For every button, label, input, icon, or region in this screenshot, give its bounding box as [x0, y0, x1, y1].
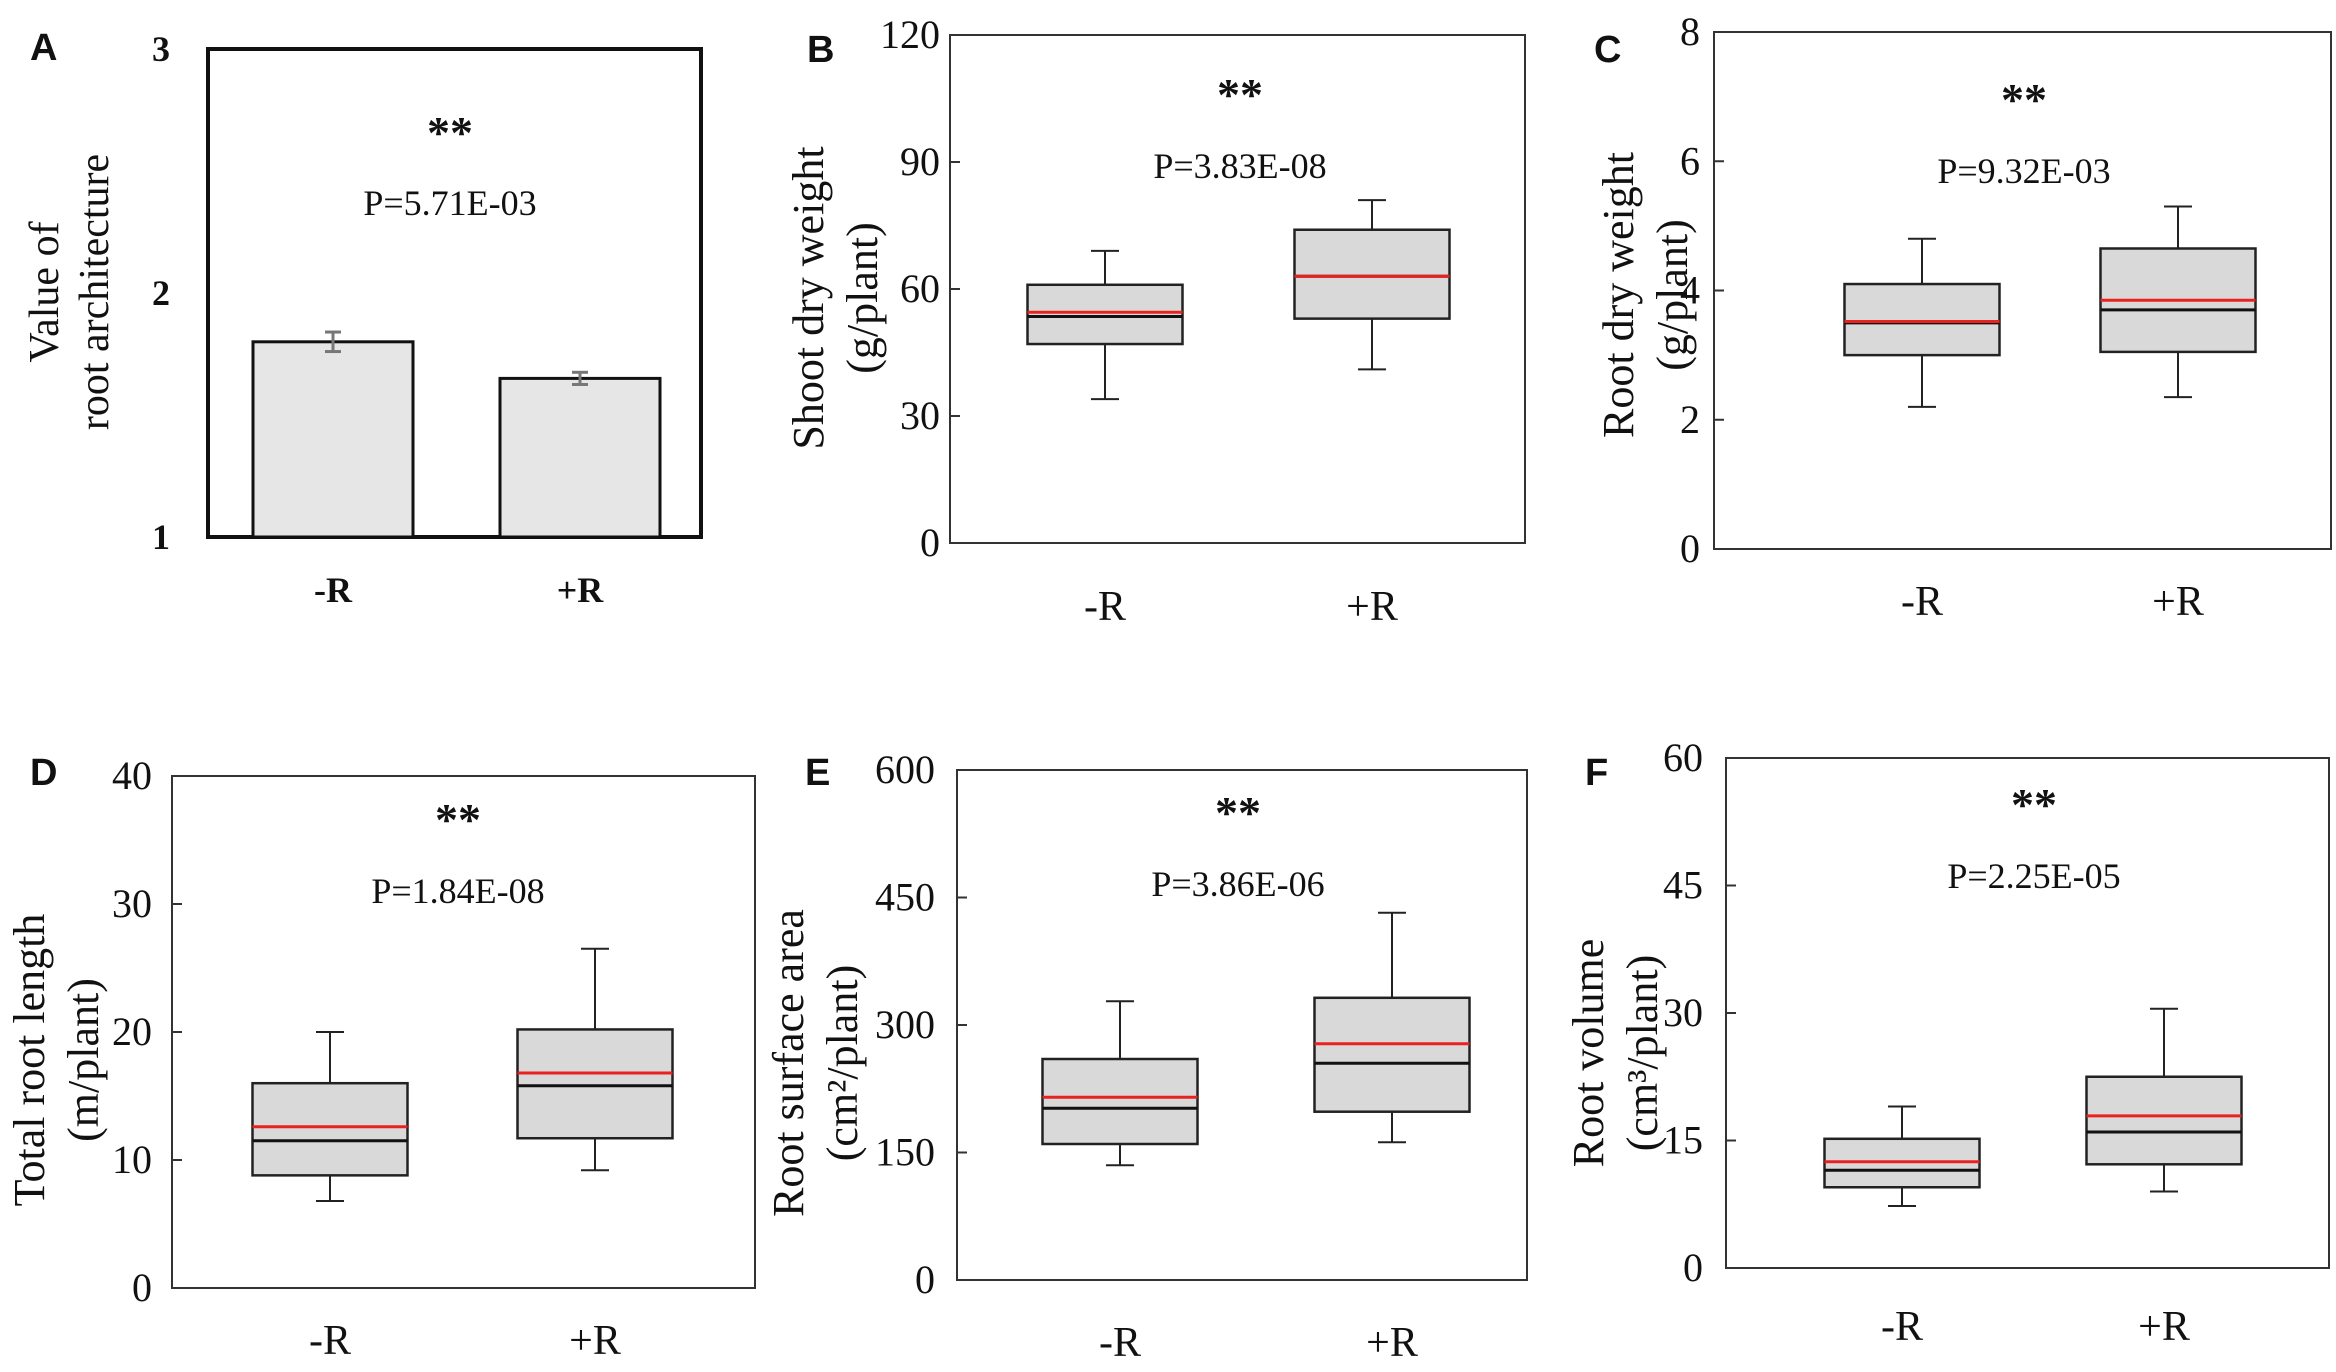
- y-axis-label: Root volume: [1564, 939, 1613, 1168]
- x-category-label: -R: [1099, 1320, 1141, 1366]
- y-tick-label: 10: [112, 1137, 152, 1182]
- panel-c: C 0 2 4 6 8 Root dry weight (g/plant) -R +R ** P=9.…: [1594, 9, 2332, 625]
- p-value-label: P=3.83E-08: [1153, 146, 1326, 186]
- y-tick-label: 6: [1680, 138, 1700, 183]
- y-axis-label: Shoot dry weight: [784, 146, 833, 449]
- y-tick-label: 90: [900, 139, 940, 184]
- panel-letter: F: [1585, 752, 1608, 794]
- panel-letter: E: [805, 752, 830, 794]
- x-category-label: +R: [2152, 579, 2204, 625]
- significance-marker: **: [1215, 787, 1261, 838]
- box: [1293, 228, 1451, 320]
- box: [1041, 1057, 1199, 1146]
- x-category-label: +R: [2138, 1304, 2190, 1350]
- panel-f: F 0 15 30 45 60 Root volume (cm³/plant) -R +R ** P=…: [1564, 735, 2330, 1350]
- x-category-label: -R: [314, 570, 353, 610]
- y-axis-label: (g/plant): [838, 222, 887, 374]
- y-tick-label: 15: [1663, 1118, 1703, 1163]
- plot-frame: [206, 47, 703, 539]
- y-tick-label: 0: [132, 1265, 152, 1310]
- box: [251, 1081, 409, 1177]
- y-tick-label: 3: [152, 29, 170, 69]
- significance-marker: **: [1217, 69, 1263, 120]
- x-category-label: -R: [1084, 584, 1126, 630]
- y-tick-label: 0: [915, 1257, 935, 1302]
- y-tick-label: 8: [1680, 9, 1700, 54]
- x-category-label: +R: [569, 1318, 621, 1364]
- p-value-label: P=9.32E-03: [1937, 151, 2110, 191]
- panel-letter: A: [30, 27, 57, 69]
- y-axis-label: Root surface area: [764, 909, 813, 1217]
- y-tick-label: 2: [1680, 397, 1700, 442]
- y-axis-label: (cm³/plant): [1618, 955, 1667, 1151]
- p-value-label: P=1.84E-08: [371, 871, 544, 911]
- y-axis-label: (cm²/plant): [818, 965, 867, 1161]
- panel-a: A 1 2 3 Value of root architecture -R +R ** P=5.7…: [22, 27, 703, 610]
- x-category-label: +R: [557, 570, 605, 610]
- p-value-label: P=5.71E-03: [363, 183, 536, 223]
- y-tick-label: 60: [900, 266, 940, 311]
- box: [1026, 283, 1184, 346]
- y-tick-label: 120: [880, 12, 940, 57]
- y-tick-label: 30: [112, 881, 152, 926]
- box: [1843, 282, 2001, 357]
- panel-b: B 0 30 60 90 120 Shoot dry weight (g/plant) -R +R…: [784, 12, 1526, 630]
- y-tick-label: 1: [152, 517, 170, 557]
- box: [1313, 996, 1471, 1113]
- significance-marker: **: [427, 107, 473, 158]
- x-category-label: +R: [1346, 584, 1398, 630]
- y-tick-label: 2: [152, 273, 170, 313]
- box: [2085, 1075, 2243, 1166]
- significance-marker: **: [2001, 74, 2047, 125]
- y-axis-label: Root dry weight: [1594, 152, 1643, 438]
- y-tick-label: 150: [875, 1130, 935, 1175]
- bar: [251, 340, 415, 539]
- y-tick-label: 450: [875, 875, 935, 920]
- p-value-label: P=2.25E-05: [1947, 856, 2120, 896]
- y-tick-label: 600: [875, 747, 935, 792]
- panel-letter: D: [30, 752, 57, 794]
- significance-marker: **: [435, 794, 481, 845]
- significance-marker: **: [2011, 779, 2057, 830]
- y-tick-label: 0: [920, 520, 940, 565]
- x-category-label: -R: [309, 1318, 351, 1364]
- y-tick-label: 20: [112, 1009, 152, 1054]
- y-axis-label: (m/plant): [59, 978, 108, 1142]
- panel-d: D 0 10 20 30 40 Total root length (m/plant) -R +R…: [5, 752, 756, 1364]
- y-tick-label: 0: [1683, 1245, 1703, 1290]
- y-tick-label: 40: [112, 753, 152, 798]
- panel-e: E 0 150 300 450 600 Root surface area (cm²/plan…: [764, 747, 1528, 1366]
- y-axis-label: root architecture: [72, 154, 118, 430]
- p-value-label: P=3.86E-06: [1151, 864, 1324, 904]
- y-tick-label: 30: [1663, 990, 1703, 1035]
- x-category-label: +R: [1366, 1320, 1418, 1366]
- panel-letter: C: [1594, 29, 1621, 71]
- y-axis-label: (g/plant): [1648, 219, 1697, 371]
- panel-letter: B: [807, 29, 834, 71]
- x-category-label: -R: [1881, 1304, 1923, 1350]
- y-tick-label: 300: [875, 1002, 935, 1047]
- y-tick-label: 45: [1663, 863, 1703, 908]
- plot-frame: [1725, 757, 2330, 1269]
- y-tick-label: 0: [1680, 526, 1700, 571]
- y-axis-label: Total root length: [5, 914, 54, 1207]
- y-tick-label: 4: [1680, 268, 1700, 313]
- bar: [498, 376, 662, 539]
- y-axis-label: Value of: [22, 221, 68, 362]
- y-tick-label: 30: [900, 393, 940, 438]
- y-tick-label: 60: [1663, 735, 1703, 780]
- x-category-label: -R: [1901, 579, 1943, 625]
- box: [516, 1028, 674, 1140]
